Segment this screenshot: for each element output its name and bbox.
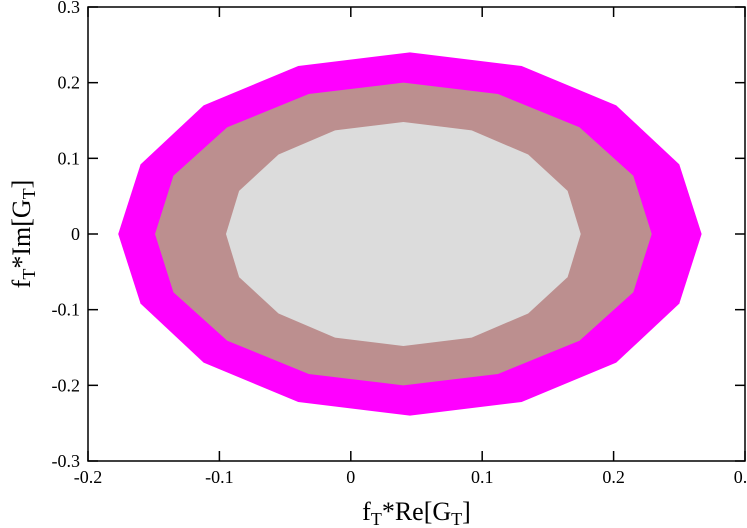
y-tick-label: -0.2 — [52, 375, 81, 395]
y-axis-label-part: T — [19, 269, 39, 280]
x-tick-label: 0.3 — [734, 467, 747, 487]
x-axis-label-part: T — [451, 509, 462, 528]
y-axis-label-part: T — [19, 188, 39, 199]
y-axis-label-part: *Im[G — [7, 199, 36, 268]
y-axis-label-part: ] — [7, 180, 36, 189]
x-tick-label: 0.2 — [602, 467, 625, 487]
y-tick-label: -0.1 — [52, 300, 81, 320]
y-tick-label: 0.1 — [58, 148, 81, 168]
x-axis-label-part: ] — [462, 497, 471, 526]
y-tick-label: 0.3 — [58, 0, 81, 17]
x-axis-label: fT*Re[GT] — [362, 497, 471, 528]
y-axis-label-part: f — [7, 279, 36, 288]
region — [225, 122, 581, 346]
y-tick-label: 0 — [71, 224, 80, 244]
x-tick-label: -0.2 — [74, 467, 103, 487]
y-tick-label: 0.2 — [58, 73, 81, 93]
x-axis-label-part: *Re[G — [382, 497, 451, 526]
x-tick-label: 0.1 — [471, 467, 494, 487]
x-axis-label-part: T — [371, 509, 382, 528]
x-tick-label: -0.1 — [205, 467, 234, 487]
y-axis-label: fT*Im[GT] — [7, 180, 39, 289]
x-axis-label-part: f — [362, 497, 371, 526]
x-tick-label: 0 — [346, 467, 355, 487]
y-tick-label: -0.3 — [52, 451, 81, 471]
